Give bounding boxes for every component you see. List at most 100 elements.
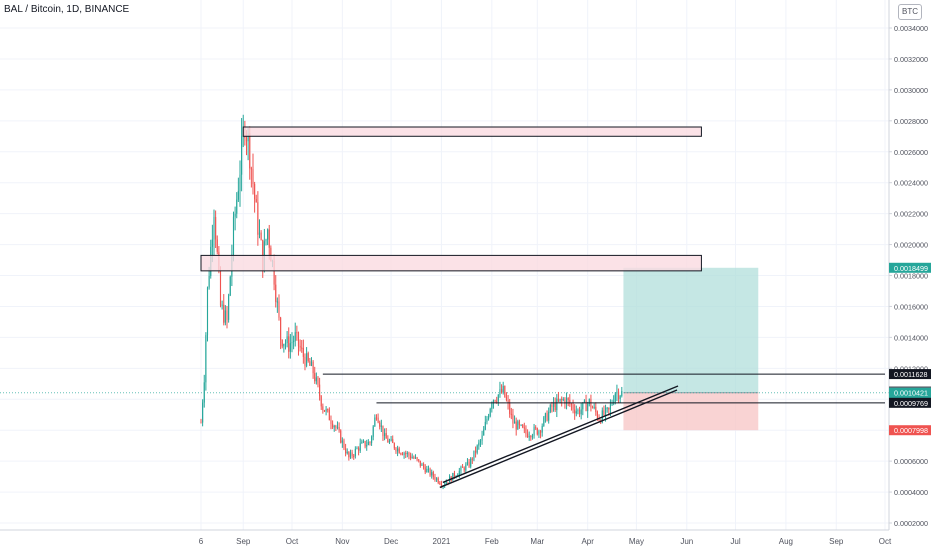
time-tick-label: Sep	[829, 537, 844, 546]
candle-body	[362, 441, 365, 443]
price-badge-label: 0.0009769	[894, 399, 928, 408]
candle-body	[304, 356, 306, 366]
candle-body	[512, 414, 514, 424]
candle-body	[393, 443, 395, 449]
time-tick-label: Jun	[680, 537, 693, 546]
candle-body	[239, 174, 241, 191]
candle-body	[310, 361, 313, 366]
currency-badge[interactable]: BTC	[898, 4, 922, 20]
candle-body	[296, 332, 298, 334]
candle-body	[483, 429, 485, 436]
candle-body	[356, 448, 358, 450]
candle-body	[325, 409, 327, 412]
candle-body	[504, 385, 506, 397]
candle-body	[297, 332, 300, 346]
candle-body	[619, 396, 621, 399]
candle-body	[621, 390, 623, 397]
candle-body	[546, 413, 548, 421]
candle-body	[439, 482, 441, 485]
candle-body	[426, 468, 428, 473]
candle-body	[237, 190, 239, 200]
candle-body	[405, 453, 407, 455]
candle-body	[340, 430, 342, 443]
candle-body	[322, 406, 324, 411]
candle-body	[543, 417, 545, 426]
candle-body	[224, 310, 226, 323]
candle-body	[488, 416, 490, 419]
candle-body	[293, 340, 295, 342]
candle-body	[541, 425, 543, 433]
price-tick-label: 0.0006000	[894, 457, 928, 466]
candle-body	[319, 384, 321, 397]
candle-body	[582, 402, 584, 410]
stop-zone	[623, 392, 759, 431]
price-badge-label: 0.0010421	[894, 389, 928, 398]
candle-body	[377, 417, 379, 423]
candle-body	[258, 232, 261, 235]
trendline-parallel	[442, 385, 679, 484]
candle-body	[366, 445, 368, 447]
time-tick-label: Sep	[236, 537, 251, 546]
candle-body	[374, 417, 376, 427]
candle-body	[359, 443, 361, 451]
candle-body	[564, 399, 566, 404]
candle-body	[302, 347, 304, 357]
candle-body	[466, 461, 469, 465]
time-tick-label: 2021	[433, 537, 451, 546]
candle-body	[232, 216, 235, 255]
price-tick-label: 0.0028000	[894, 117, 928, 126]
candle-body	[460, 466, 462, 471]
candle-body	[346, 451, 348, 454]
candle-body	[554, 402, 556, 411]
candle-body	[348, 451, 350, 458]
candle-body	[505, 396, 508, 401]
candle-body	[229, 276, 231, 296]
candle-body	[475, 450, 477, 453]
candle-body	[408, 452, 410, 456]
candle-body	[557, 398, 560, 401]
candle-body	[206, 287, 209, 336]
time-axis-background	[0, 530, 932, 550]
time-tick-label: 6	[199, 537, 204, 546]
candle-body	[255, 199, 257, 203]
candle-body	[458, 470, 460, 476]
candle-body	[421, 464, 423, 466]
time-tick-label: Jul	[730, 537, 740, 546]
candle-body	[496, 401, 498, 403]
candle-body	[338, 426, 340, 431]
price-tick-label: 0.0014000	[894, 333, 928, 342]
candle-body	[499, 389, 501, 395]
candle-body	[254, 184, 256, 200]
time-tick-label: Oct	[879, 537, 892, 546]
time-tick-label: Nov	[335, 537, 349, 546]
time-tick-label: Apr	[581, 537, 594, 546]
candle-body	[384, 433, 386, 437]
time-tick-label: Dec	[384, 537, 398, 546]
candle-body	[245, 138, 248, 142]
candle-body	[294, 332, 296, 341]
candle-body	[358, 448, 360, 451]
candle-body	[463, 467, 465, 471]
trendline	[439, 389, 678, 489]
candle-body	[479, 440, 482, 443]
candle-body	[418, 459, 420, 461]
candle-body	[416, 457, 418, 460]
candle-body	[616, 391, 618, 394]
candle-body	[364, 441, 366, 447]
candle-body	[299, 345, 301, 348]
candle-body	[265, 239, 267, 242]
candle-body	[617, 391, 620, 399]
candle-body	[522, 424, 524, 428]
candle-body	[327, 409, 329, 411]
candle-body	[385, 433, 387, 439]
candle-body	[372, 426, 374, 437]
candle-body	[241, 135, 243, 175]
candle-body	[208, 276, 210, 288]
candle-body	[341, 440, 343, 443]
candle-body	[530, 436, 532, 438]
drawings-layer	[200, 126, 885, 489]
candle-body	[351, 452, 353, 456]
price-badge	[889, 262, 931, 273]
